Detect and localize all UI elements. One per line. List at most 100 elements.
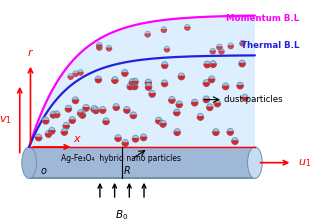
- Wedge shape: [95, 79, 101, 83]
- Wedge shape: [93, 107, 99, 110]
- Polygon shape: [29, 16, 255, 147]
- Wedge shape: [43, 117, 49, 121]
- Wedge shape: [176, 104, 182, 108]
- Wedge shape: [49, 127, 55, 131]
- Text: $v_1$: $v_1$: [0, 114, 12, 126]
- Wedge shape: [207, 104, 213, 107]
- Wedge shape: [210, 51, 215, 54]
- Wedge shape: [176, 101, 182, 104]
- Wedge shape: [164, 49, 169, 52]
- Wedge shape: [50, 115, 56, 118]
- Text: $R$: $R$: [123, 164, 130, 176]
- Wedge shape: [79, 112, 85, 115]
- Wedge shape: [178, 76, 184, 80]
- Wedge shape: [49, 131, 55, 134]
- Text: Thermal B.L: Thermal B.L: [241, 41, 299, 50]
- Wedge shape: [127, 83, 133, 86]
- Wedge shape: [213, 132, 219, 135]
- Wedge shape: [237, 82, 243, 86]
- Wedge shape: [185, 24, 190, 27]
- Wedge shape: [217, 47, 222, 50]
- Wedge shape: [239, 63, 245, 67]
- Wedge shape: [132, 78, 138, 82]
- Wedge shape: [145, 87, 152, 90]
- Wedge shape: [145, 31, 150, 34]
- Wedge shape: [174, 109, 180, 112]
- Wedge shape: [214, 100, 220, 103]
- Wedge shape: [145, 79, 151, 82]
- Wedge shape: [192, 103, 198, 106]
- Wedge shape: [156, 121, 162, 124]
- Wedge shape: [207, 107, 213, 110]
- Wedge shape: [174, 129, 180, 132]
- Ellipse shape: [22, 147, 37, 179]
- Wedge shape: [113, 107, 119, 110]
- Wedge shape: [208, 79, 215, 83]
- Wedge shape: [161, 30, 167, 32]
- Wedge shape: [160, 121, 166, 124]
- Wedge shape: [122, 73, 128, 76]
- Wedge shape: [97, 42, 102, 45]
- Text: $r$: $r$: [27, 47, 34, 58]
- Wedge shape: [242, 94, 248, 98]
- Wedge shape: [78, 70, 83, 72]
- Wedge shape: [240, 43, 245, 46]
- Wedge shape: [239, 60, 245, 63]
- Wedge shape: [237, 86, 243, 89]
- Wedge shape: [127, 86, 133, 90]
- Wedge shape: [43, 121, 49, 124]
- Wedge shape: [140, 134, 147, 137]
- Wedge shape: [156, 117, 162, 121]
- Wedge shape: [192, 99, 198, 103]
- Wedge shape: [73, 71, 78, 74]
- Wedge shape: [217, 44, 222, 47]
- Wedge shape: [78, 113, 84, 116]
- Wedge shape: [113, 104, 119, 107]
- Wedge shape: [204, 64, 210, 68]
- Wedge shape: [149, 94, 155, 97]
- Wedge shape: [203, 96, 209, 99]
- Wedge shape: [203, 83, 209, 86]
- Wedge shape: [210, 48, 215, 51]
- Wedge shape: [45, 134, 51, 137]
- Wedge shape: [122, 140, 128, 143]
- Wedge shape: [162, 62, 168, 65]
- Wedge shape: [122, 143, 128, 146]
- Wedge shape: [72, 97, 79, 100]
- Text: Momentum B.L: Momentum B.L: [226, 14, 299, 23]
- Wedge shape: [149, 90, 155, 94]
- Wedge shape: [222, 83, 229, 86]
- Wedge shape: [197, 117, 203, 120]
- Wedge shape: [197, 114, 203, 117]
- Bar: [29, 177, 255, 179]
- Wedge shape: [129, 82, 135, 85]
- Wedge shape: [203, 99, 209, 103]
- Wedge shape: [112, 77, 118, 80]
- Text: $u_1$: $u_1$: [298, 157, 311, 169]
- Bar: [29, 146, 255, 148]
- Wedge shape: [45, 131, 51, 134]
- Wedge shape: [54, 111, 60, 114]
- Wedge shape: [72, 100, 79, 103]
- Wedge shape: [169, 100, 175, 103]
- Wedge shape: [132, 139, 139, 142]
- Wedge shape: [222, 86, 229, 90]
- Wedge shape: [97, 45, 102, 47]
- Wedge shape: [65, 105, 71, 109]
- Wedge shape: [130, 112, 136, 115]
- Wedge shape: [160, 124, 166, 127]
- Wedge shape: [68, 74, 73, 77]
- Wedge shape: [178, 73, 184, 76]
- Wedge shape: [61, 132, 67, 135]
- Wedge shape: [106, 48, 112, 51]
- Wedge shape: [122, 70, 128, 73]
- Wedge shape: [91, 106, 97, 109]
- Wedge shape: [232, 141, 238, 144]
- Wedge shape: [129, 79, 135, 82]
- Wedge shape: [132, 83, 138, 86]
- Wedge shape: [36, 137, 42, 141]
- Wedge shape: [242, 98, 248, 101]
- Wedge shape: [106, 45, 112, 48]
- Wedge shape: [97, 47, 102, 50]
- Wedge shape: [228, 43, 233, 46]
